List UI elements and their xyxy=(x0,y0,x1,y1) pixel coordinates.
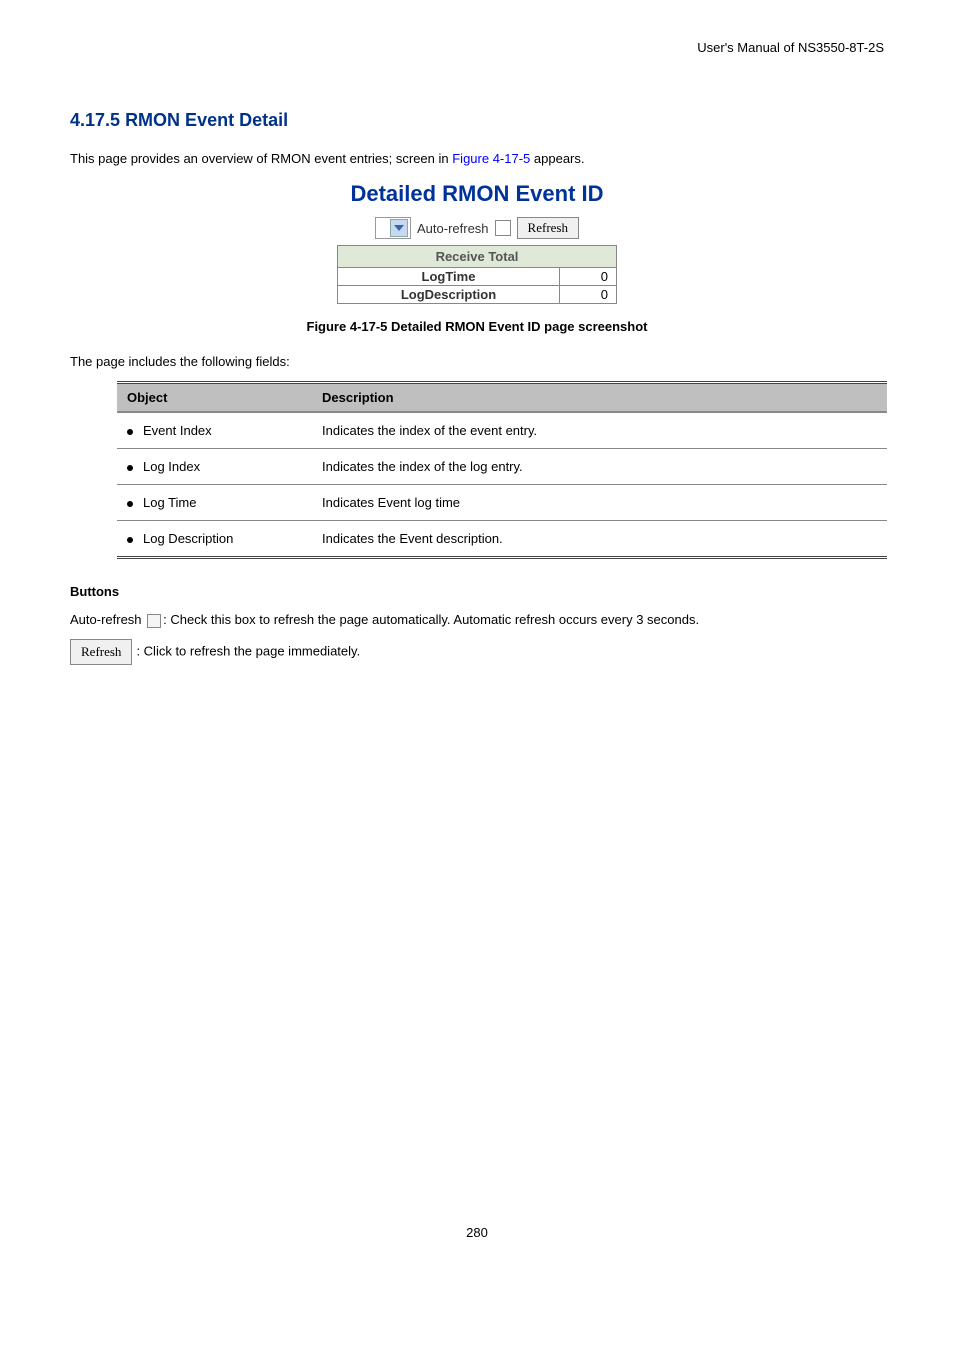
fields-table: Object Description Event Index Indicates… xyxy=(117,381,887,559)
field-object: Log Time xyxy=(143,495,196,510)
figure-label: Figure 4-17-5 xyxy=(307,319,388,334)
refresh-help: Refresh : Click to refresh the page immed… xyxy=(70,639,884,665)
auto-refresh-label: Auto-refresh xyxy=(417,221,489,236)
auto-refresh-checkbox[interactable] xyxy=(495,220,511,236)
fields-intro: The page includes the following fields: xyxy=(70,354,884,369)
event-id-dropdown[interactable] xyxy=(375,217,411,239)
field-desc: Indicates the Event description. xyxy=(312,521,887,558)
section-heading: 4.17.5 RMON Event Detail xyxy=(70,110,884,131)
field-desc: Indicates the index of the log entry. xyxy=(312,449,887,485)
field-object: Log Description xyxy=(143,531,233,546)
field-object: Event Index xyxy=(143,423,212,438)
auto-refresh-desc: : Check this box to refresh the page aut… xyxy=(163,612,699,627)
intro-paragraph: This page provides an overview of RMON e… xyxy=(70,151,884,166)
receive-total-table: Receive Total LogTime 0 LogDescription 0 xyxy=(337,245,617,304)
fields-header-description: Description xyxy=(312,383,887,413)
bullet-icon xyxy=(127,429,133,435)
figure-reference-link[interactable]: Figure 4-17-5 xyxy=(452,151,530,166)
field-desc: Indicates Event log time xyxy=(312,485,887,521)
table-row: Log Index xyxy=(117,449,312,485)
bullet-icon xyxy=(127,537,133,543)
section-title-text: RMON Event Detail xyxy=(125,110,288,130)
field-desc: Indicates the index of the event entry. xyxy=(312,412,887,449)
table-row: Log Description xyxy=(117,521,312,558)
field-object: Log Index xyxy=(143,459,200,474)
manual-header: User's Manual of NS3550-8T-2S xyxy=(70,40,884,55)
auto-refresh-help: Auto-refresh : Check this box to refresh… xyxy=(70,609,884,631)
logdescription-label: LogDescription xyxy=(338,286,560,304)
bullet-icon xyxy=(127,501,133,507)
intro-prefix: This page provides an overview of RMON e… xyxy=(70,151,452,166)
screenshot-toolbar: Auto-refresh Refresh xyxy=(375,217,579,239)
buttons-heading: Buttons xyxy=(70,584,884,599)
bullet-icon xyxy=(127,465,133,471)
fields-header-object: Object xyxy=(117,383,312,413)
screenshot-title: Detailed RMON Event ID xyxy=(70,181,884,207)
refresh-button-inline: Refresh xyxy=(70,639,132,665)
refresh-button[interactable]: Refresh xyxy=(517,217,579,239)
table-row: Event Index xyxy=(117,412,312,449)
logtime-value: 0 xyxy=(560,268,617,286)
refresh-desc: : Click to refresh the page immediately. xyxy=(136,643,360,658)
receive-total-header: Receive Total xyxy=(338,246,617,268)
checkbox-icon xyxy=(147,614,161,628)
figure-caption: Figure 4-17-5 Detailed RMON Event ID pag… xyxy=(70,319,884,334)
figure-caption-text: Detailed RMON Event ID page screenshot xyxy=(387,319,647,334)
screenshot-region: Detailed RMON Event ID Auto-refresh Refr… xyxy=(70,181,884,304)
intro-suffix: appears. xyxy=(530,151,584,166)
logtime-label: LogTime xyxy=(338,268,560,286)
section-number: 4.17.5 xyxy=(70,110,120,130)
table-row: Log Time xyxy=(117,485,312,521)
auto-refresh-prefix: Auto-refresh xyxy=(70,612,145,627)
chevron-down-icon xyxy=(390,219,408,237)
logdescription-value: 0 xyxy=(560,286,617,304)
page-number: 280 xyxy=(70,1225,884,1240)
